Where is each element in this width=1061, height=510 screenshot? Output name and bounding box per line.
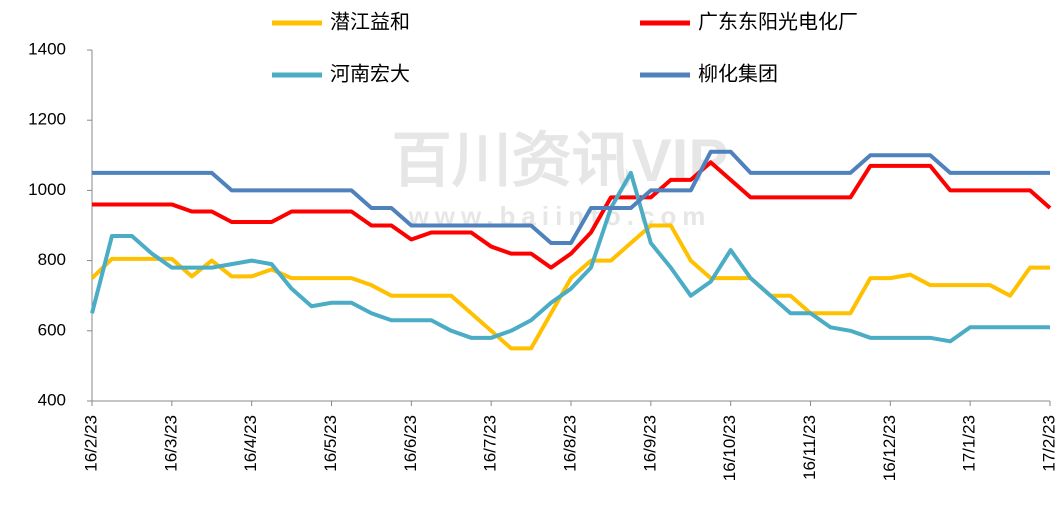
y-tick-label: 800 — [38, 250, 66, 269]
watermark: 百川资讯VIP — [392, 127, 729, 194]
x-tick-label: 16/11/23 — [800, 415, 819, 480]
y-tick-label: 400 — [38, 390, 66, 409]
legend-label: 柳化集团 — [698, 62, 778, 85]
y-tick-label: 1000 — [28, 180, 66, 199]
legend-label: 潜江益和 — [330, 10, 410, 33]
x-tick-label: 17/1/23 — [960, 415, 979, 472]
x-tick-label: 16/7/23 — [481, 415, 500, 472]
x-tick-label: 17/2/23 — [1039, 415, 1058, 472]
legend-label: 河南宏大 — [330, 62, 410, 85]
x-tick-label: 16/5/23 — [321, 415, 340, 472]
x-tick-label: 16/2/23 — [81, 415, 100, 472]
x-tick-label: 16/6/23 — [401, 415, 420, 472]
x-tick-label: 16/10/23 — [720, 415, 739, 481]
y-tick-label: 1200 — [28, 110, 66, 129]
series-line — [90, 170, 1050, 344]
y-tick-label: 1400 — [28, 39, 66, 58]
x-tick-label: 16/12/23 — [880, 415, 899, 481]
y-tick-label: 600 — [38, 320, 66, 339]
x-tick-label: 16/4/23 — [241, 415, 260, 472]
series-line — [92, 149, 1050, 246]
x-tick-label: 16/3/23 — [161, 415, 180, 472]
x-tick-label: 16/9/23 — [640, 415, 659, 472]
series-line — [92, 160, 1052, 270]
legend-label: 广东东阳光电化厂 — [698, 10, 858, 33]
x-tick-label: 16/8/23 — [560, 415, 579, 472]
series-line — [90, 223, 1050, 351]
